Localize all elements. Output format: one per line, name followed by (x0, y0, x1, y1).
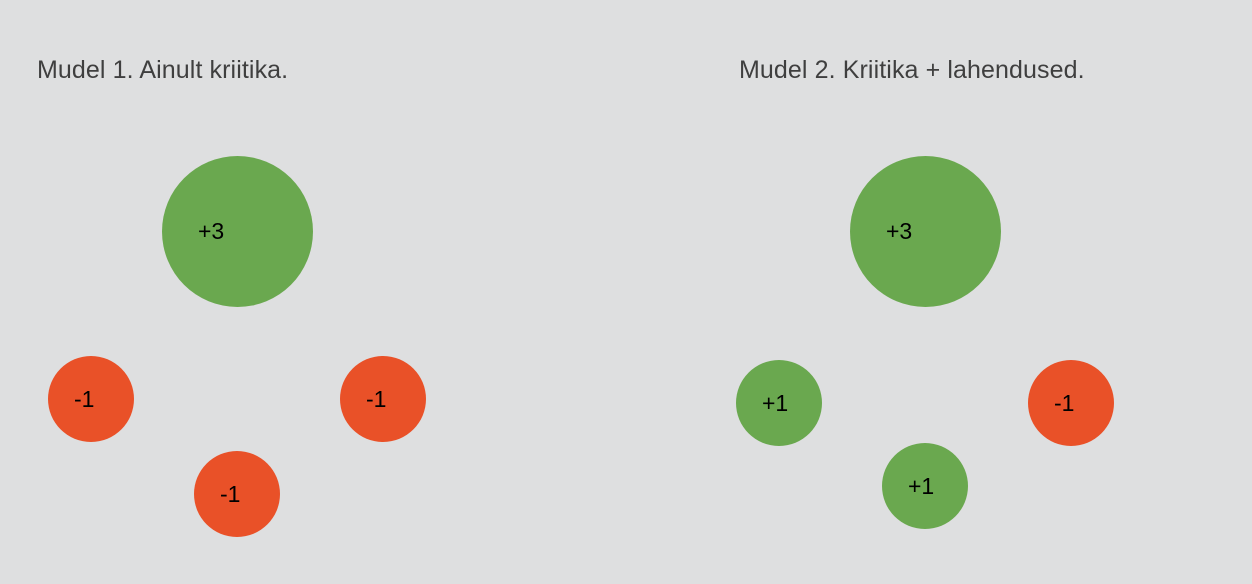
model-2-left-label: +1 (762, 389, 789, 416)
model-1-left-label: -1 (74, 385, 95, 412)
model-1-left-circle: -1 (48, 356, 134, 442)
model-2-right-circle: -1 (1028, 360, 1114, 446)
model-2-main-circle: +3 (850, 156, 1001, 307)
model-1-bottom-label: -1 (220, 480, 241, 507)
model-1-bottom-circle: -1 (194, 451, 280, 537)
model-1-main-label: +3 (198, 218, 225, 244)
model-2-main-label: +3 (886, 218, 913, 244)
model-2-title: Mudel 2. Kriitika + lahendused. (739, 56, 1085, 84)
model-2-bottom-label: +1 (908, 472, 935, 499)
model-2-bottom-circle: +1 (882, 443, 968, 529)
model-1-title: Mudel 1. Ainult kriitika. (37, 56, 289, 84)
model-1-right-label: -1 (366, 385, 387, 412)
model-1-right-circle: -1 (340, 356, 426, 442)
model-2-left-circle: +1 (736, 360, 822, 446)
model-1-main-circle: +3 (162, 156, 313, 307)
model-2-right-label: -1 (1054, 389, 1075, 416)
